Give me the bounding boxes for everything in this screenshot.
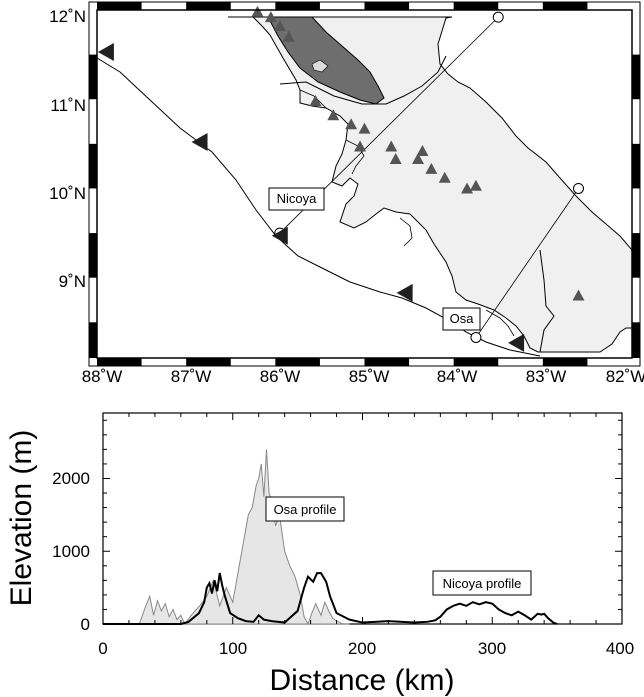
- frame-segment: [364, 2, 410, 10]
- plot-x-tick-label: 100: [219, 639, 247, 658]
- osa-profile-label: Osa profile: [274, 502, 337, 517]
- volcano-marker: [385, 140, 398, 152]
- frame-segment: [632, 322, 640, 358]
- osa-profile-line: [475, 188, 579, 338]
- frame-segment: [632, 54, 640, 100]
- frame-segment: [97, 2, 142, 10]
- osa-profile-area: [103, 449, 350, 626]
- plot-x-tick-label: 0: [98, 639, 107, 658]
- nicoya-annotation: Nicoya profile: [432, 570, 532, 596]
- nicoya-profile-label: Nicoya profile: [443, 576, 522, 591]
- plot-x-tick-label: 400: [606, 639, 634, 658]
- frame-segment: [632, 143, 640, 189]
- trench-line: [96, 57, 541, 357]
- map-y-tick-label: 9˚N: [59, 272, 86, 291]
- map-x-tick-label: 84˚W: [437, 367, 478, 386]
- map-panel: Nicoya Osa 88˚W 87˚W 86˚W 85˚W 84˚W 83˚W…: [49, 1, 644, 386]
- map-x-tick-label: 88˚W: [82, 367, 123, 386]
- map-y-tick-label: 12˚N: [49, 7, 86, 26]
- volcano-marker: [572, 289, 585, 301]
- frame-segment: [632, 233, 640, 278]
- coastline-detail: [299, 89, 327, 109]
- plot-frame: [102, 412, 623, 625]
- frame-segment: [364, 358, 410, 366]
- map-x-tick-label: 82˚W: [606, 367, 644, 386]
- plot-x-tick-label: 300: [478, 639, 506, 658]
- volcano-marker: [416, 144, 429, 156]
- volcano-marker: [273, 20, 286, 32]
- volcano-marker: [354, 140, 367, 152]
- volcano-marker: [264, 11, 277, 23]
- volcano-marker: [282, 30, 295, 42]
- frame-segment: [453, 2, 499, 10]
- frame-segment: [186, 2, 231, 10]
- volcano-marker: [425, 162, 438, 174]
- profile-endpoint-marker: [492, 11, 504, 23]
- border-costa-rica-panama: [539, 249, 555, 353]
- frame-segment: [89, 322, 97, 358]
- nicoya-label-box: Nicoya: [268, 187, 325, 211]
- frame-segment: [89, 54, 97, 100]
- frame-segment: [542, 2, 588, 10]
- plot-y-tick-label: 0: [81, 615, 90, 634]
- nicoya-label: Nicoya: [277, 191, 318, 206]
- volcano-marker: [358, 122, 371, 134]
- trench-arrow-markers: [97, 42, 525, 352]
- border-nicaragua-costa-rica: [279, 55, 447, 105]
- frame-segment: [542, 358, 588, 366]
- plot-x-tick-label: 200: [348, 639, 376, 658]
- volcano-marker: [438, 171, 451, 183]
- plot-x-tick-labels: 0 100 200 300 400: [98, 639, 634, 658]
- volcano-marker: [469, 179, 482, 191]
- map-x-tick-label: 83˚W: [526, 367, 567, 386]
- volcano-marker: [345, 118, 358, 130]
- trench-arrow-marker: [271, 226, 288, 245]
- map-y-tick-label: 11˚N: [50, 96, 86, 115]
- frame-segment: [89, 143, 97, 189]
- plot-y-tick-label: 2000: [52, 469, 90, 488]
- frame-segment: [453, 358, 499, 366]
- profile-endpoint-marker: [573, 182, 584, 194]
- map-frame: [88, 1, 641, 367]
- frame-segment: [186, 358, 231, 366]
- nicoya-profile-line-series: [103, 572, 558, 625]
- x-axis-title: Distance (km): [269, 664, 454, 697]
- frame-segment: [275, 2, 320, 10]
- y-axis-title: Elevation (m): [5, 430, 38, 607]
- map-x-tick-label: 87˚W: [171, 367, 212, 386]
- map-x-tick-label: 85˚W: [349, 367, 390, 386]
- profile-panel: Osa profile Nicoya profile 0 100 200 300…: [5, 412, 634, 697]
- map-x-tick-labels: 88˚W 87˚W 86˚W 85˚W 84˚W 83˚W 82˚W: [82, 367, 644, 386]
- plot-y-tick-label: 1000: [52, 542, 90, 561]
- map-x-tick-label: 86˚W: [260, 367, 301, 386]
- osa-label: Osa: [450, 311, 475, 326]
- map-y-tick-labels: 12˚N 11˚N 10˚N 9˚N: [49, 7, 86, 291]
- volcano-marker: [309, 95, 322, 107]
- osa-label-box: Osa: [442, 307, 481, 331]
- land-mass: [228, 16, 633, 353]
- coastline-detail: [485, 309, 515, 337]
- osa-annotation: Osa profile: [265, 496, 345, 522]
- trench-arrow-marker: [191, 133, 208, 152]
- map-y-tick-label: 10˚N: [49, 184, 86, 203]
- frame-segment: [97, 358, 142, 366]
- volcano-marker: [389, 153, 402, 165]
- coastline-detail: [345, 139, 365, 175]
- plot-ticks: [102, 413, 623, 625]
- volcano-markers: [251, 5, 585, 301]
- plot-y-tick-labels: 0 1000 2000: [52, 469, 90, 634]
- trench-arrow-marker: [97, 42, 114, 61]
- frame-segment: [89, 233, 97, 278]
- frame-segment: [275, 358, 320, 366]
- coastline-detail: [399, 217, 413, 247]
- lake-nicaragua: [267, 16, 385, 105]
- lake-island: [311, 59, 329, 73]
- trench-arrow-marker: [396, 283, 413, 302]
- volcano-marker: [327, 109, 340, 121]
- trench-arrow-marker: [508, 333, 525, 352]
- volcano-marker: [251, 5, 264, 17]
- profile-endpoint-marker: [470, 331, 482, 343]
- volcano-marker: [412, 153, 424, 165]
